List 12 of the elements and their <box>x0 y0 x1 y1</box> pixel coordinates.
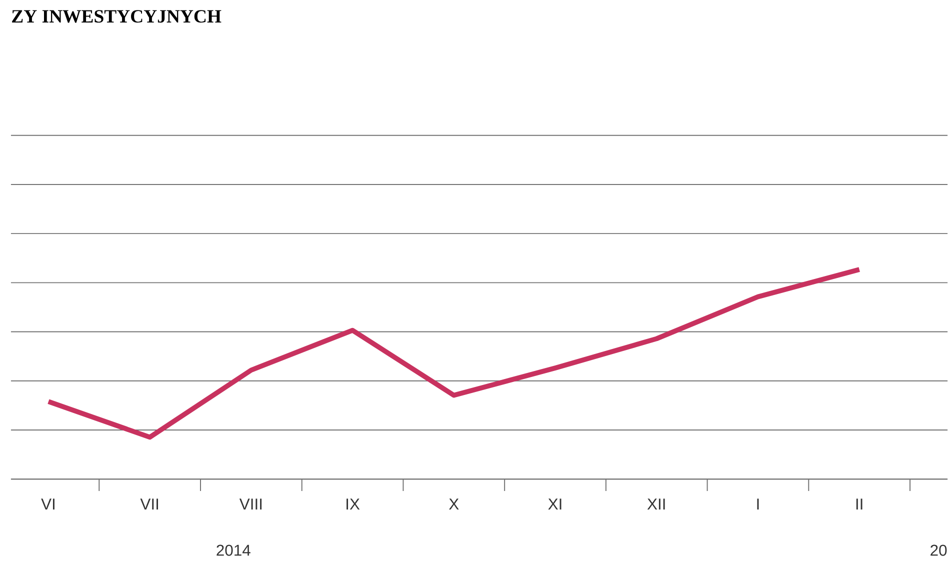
x-tick-label: I <box>757 498 759 510</box>
text: 20 <box>930 544 947 556</box>
x-tick-label: IX <box>346 498 360 510</box>
x-tick-label: XI <box>548 498 562 510</box>
x-tick-label: XII <box>647 498 665 510</box>
text: 2014 <box>216 544 250 556</box>
x-tick-label: VI <box>41 498 54 510</box>
x-tick-label: VIII <box>239 498 262 510</box>
chart-title: ZY INWESTYCYJNYCH <box>12 10 222 23</box>
x-tick-label: X <box>449 498 459 510</box>
x-tick-label: VII <box>140 498 158 510</box>
x-tick-label: II <box>856 498 862 510</box>
